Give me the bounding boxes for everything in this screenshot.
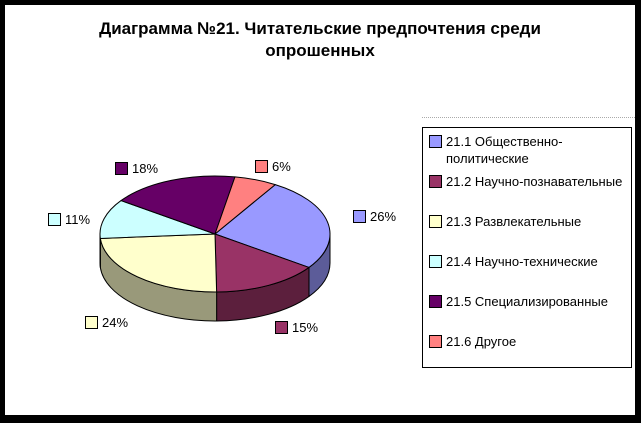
legend-item-label: 21.2 Научно-познавательные	[446, 174, 623, 189]
pie-data-label-21-6: 6%	[255, 159, 291, 174]
legend-item-21-3: 21.3 Развлекательные	[429, 213, 629, 253]
data-label-text: 15%	[292, 320, 319, 335]
pie-slice-21-2	[214, 233, 310, 293]
data-label-key-swatch	[255, 160, 268, 173]
data-label-text: 24%	[102, 315, 129, 330]
legend-key-swatch	[429, 335, 442, 348]
legend-item-label: 21.6 Другое	[446, 334, 517, 349]
pie-data-label-21-2: 15%	[275, 320, 318, 335]
pie-slice-21-1	[214, 184, 331, 268]
data-label-key-swatch	[275, 321, 288, 334]
pie-data-label-21-1: 26%	[353, 209, 396, 224]
legend-item-21-5: 21.5 Специализированные	[429, 293, 629, 333]
legend-item-21-6: 21.6 Другое	[429, 333, 629, 373]
legend-item-21-2: 21.2 Научно-познавательные	[429, 173, 629, 213]
data-label-text: 18%	[132, 161, 159, 176]
data-label-key-swatch	[85, 316, 98, 329]
pie-slice-21-6	[214, 176, 276, 235]
legend-item-label: 21.3 Развлекательные	[446, 214, 582, 229]
data-label-key-swatch	[115, 162, 128, 175]
pie-data-label-21-3: 24%	[85, 315, 128, 330]
pie-data-label-21-4: 11%	[48, 212, 90, 227]
legend-item-21-4: 21.4 Научно-технические	[429, 253, 629, 293]
pie-data-label-21-5: 18%	[115, 161, 158, 176]
legend-key-swatch	[429, 135, 442, 148]
legend-key-swatch	[429, 175, 442, 188]
pie-slice-21-3	[99, 233, 218, 293]
legend-item-21-1: 21.1 Общественно-политические	[429, 133, 629, 173]
legend-top-dotted-line	[422, 117, 635, 118]
data-label-text: 6%	[272, 159, 291, 174]
legend-item-label: 21.5 Специализированные	[446, 294, 608, 309]
data-label-text: 11%	[65, 212, 91, 227]
pie-chart-3d[interactable]	[5, 5, 635, 415]
legend-item-label: 21.1 Общественно-политические	[446, 134, 563, 166]
legend-key-swatch	[429, 215, 442, 228]
legend-key-swatch	[429, 295, 442, 308]
data-label-key-swatch	[48, 213, 61, 226]
data-label-text: 26%	[370, 209, 397, 224]
pie-slice-21-4	[99, 200, 216, 239]
pie-slice-21-5	[120, 175, 236, 235]
legend-key-swatch	[429, 255, 442, 268]
chart-title: Диаграмма №21. Читательские предпочтения…	[99, 19, 541, 60]
legend-box: 21.1 Общественно-политические 21.2 Научно…	[422, 127, 632, 368]
data-label-key-swatch	[353, 210, 366, 223]
legend-item-label: 21.4 Научно-технические	[446, 254, 598, 269]
